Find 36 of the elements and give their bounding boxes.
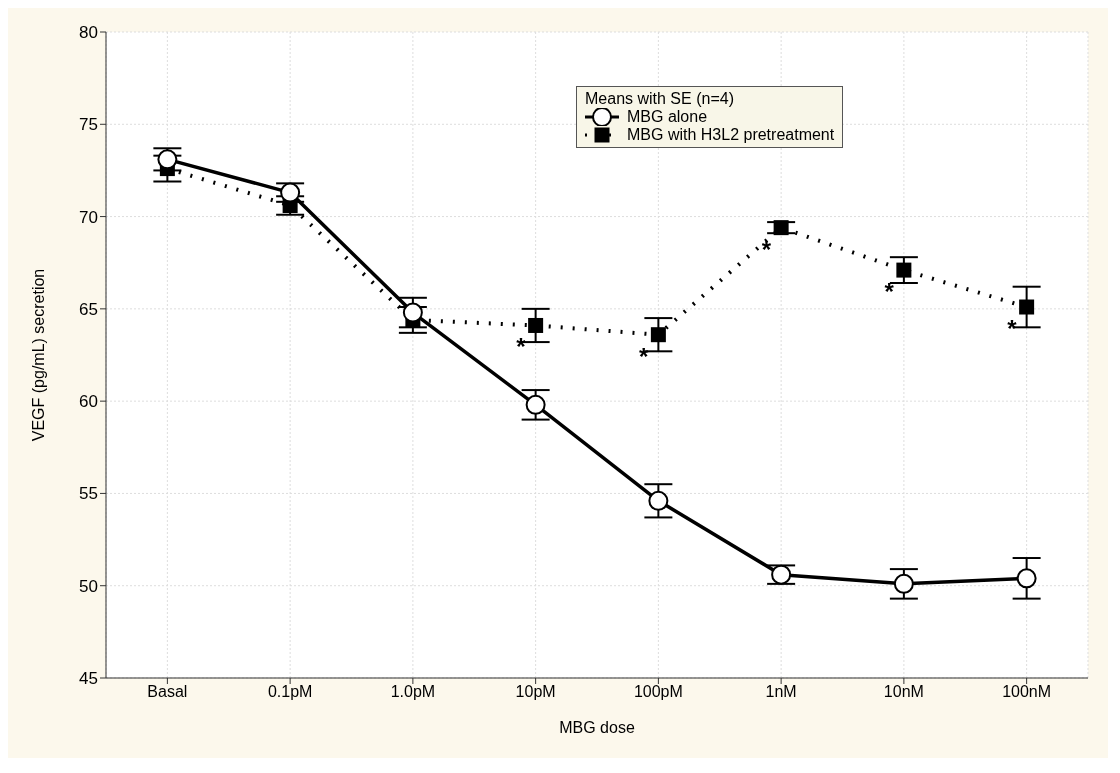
point: [650, 327, 666, 343]
legend-title: Means with SE (n=4): [585, 90, 735, 108]
point: [771, 564, 792, 585]
x-tick-label: 1nM: [765, 683, 797, 701]
y-axis-title: VEGF (pg/mL) secretion: [29, 268, 47, 442]
point: [528, 317, 544, 333]
x-tick-label: 100nM: [1002, 683, 1052, 701]
point: [525, 394, 546, 415]
y-tick-label: 60: [79, 392, 98, 412]
y-tick-label: 80: [79, 23, 98, 43]
point: [280, 182, 301, 203]
annotation: *: [761, 235, 772, 263]
point: [1019, 299, 1035, 315]
point: [402, 302, 423, 323]
legend-label: MBG with H3L2 pretreatment: [627, 126, 835, 144]
x-tick-label: Basal: [147, 683, 188, 701]
x-tick-label: 10nM: [883, 683, 924, 701]
point: [157, 149, 178, 170]
point: [648, 490, 669, 511]
x-tick-label: 0.1pM: [267, 683, 313, 701]
y-tick-label: 70: [79, 207, 98, 227]
point: [1016, 568, 1037, 589]
x-axis-title: MBG dose: [559, 719, 635, 736]
x-tick-label: 100pM: [633, 683, 683, 701]
y-tick-label: 55: [79, 484, 98, 504]
point: [893, 573, 914, 594]
point: [773, 220, 789, 236]
legend-label: MBG alone: [627, 108, 708, 126]
y-tick-label: 75: [79, 115, 98, 135]
y-tick-label: 50: [79, 576, 98, 596]
point: [896, 262, 912, 278]
x-tick-label: 1.0pM: [390, 683, 436, 701]
annotation: *: [884, 278, 895, 306]
x-tick-label: 10pM: [515, 683, 556, 701]
y-tick-label: 65: [79, 299, 98, 319]
y-tick-label: 45: [79, 669, 98, 689]
